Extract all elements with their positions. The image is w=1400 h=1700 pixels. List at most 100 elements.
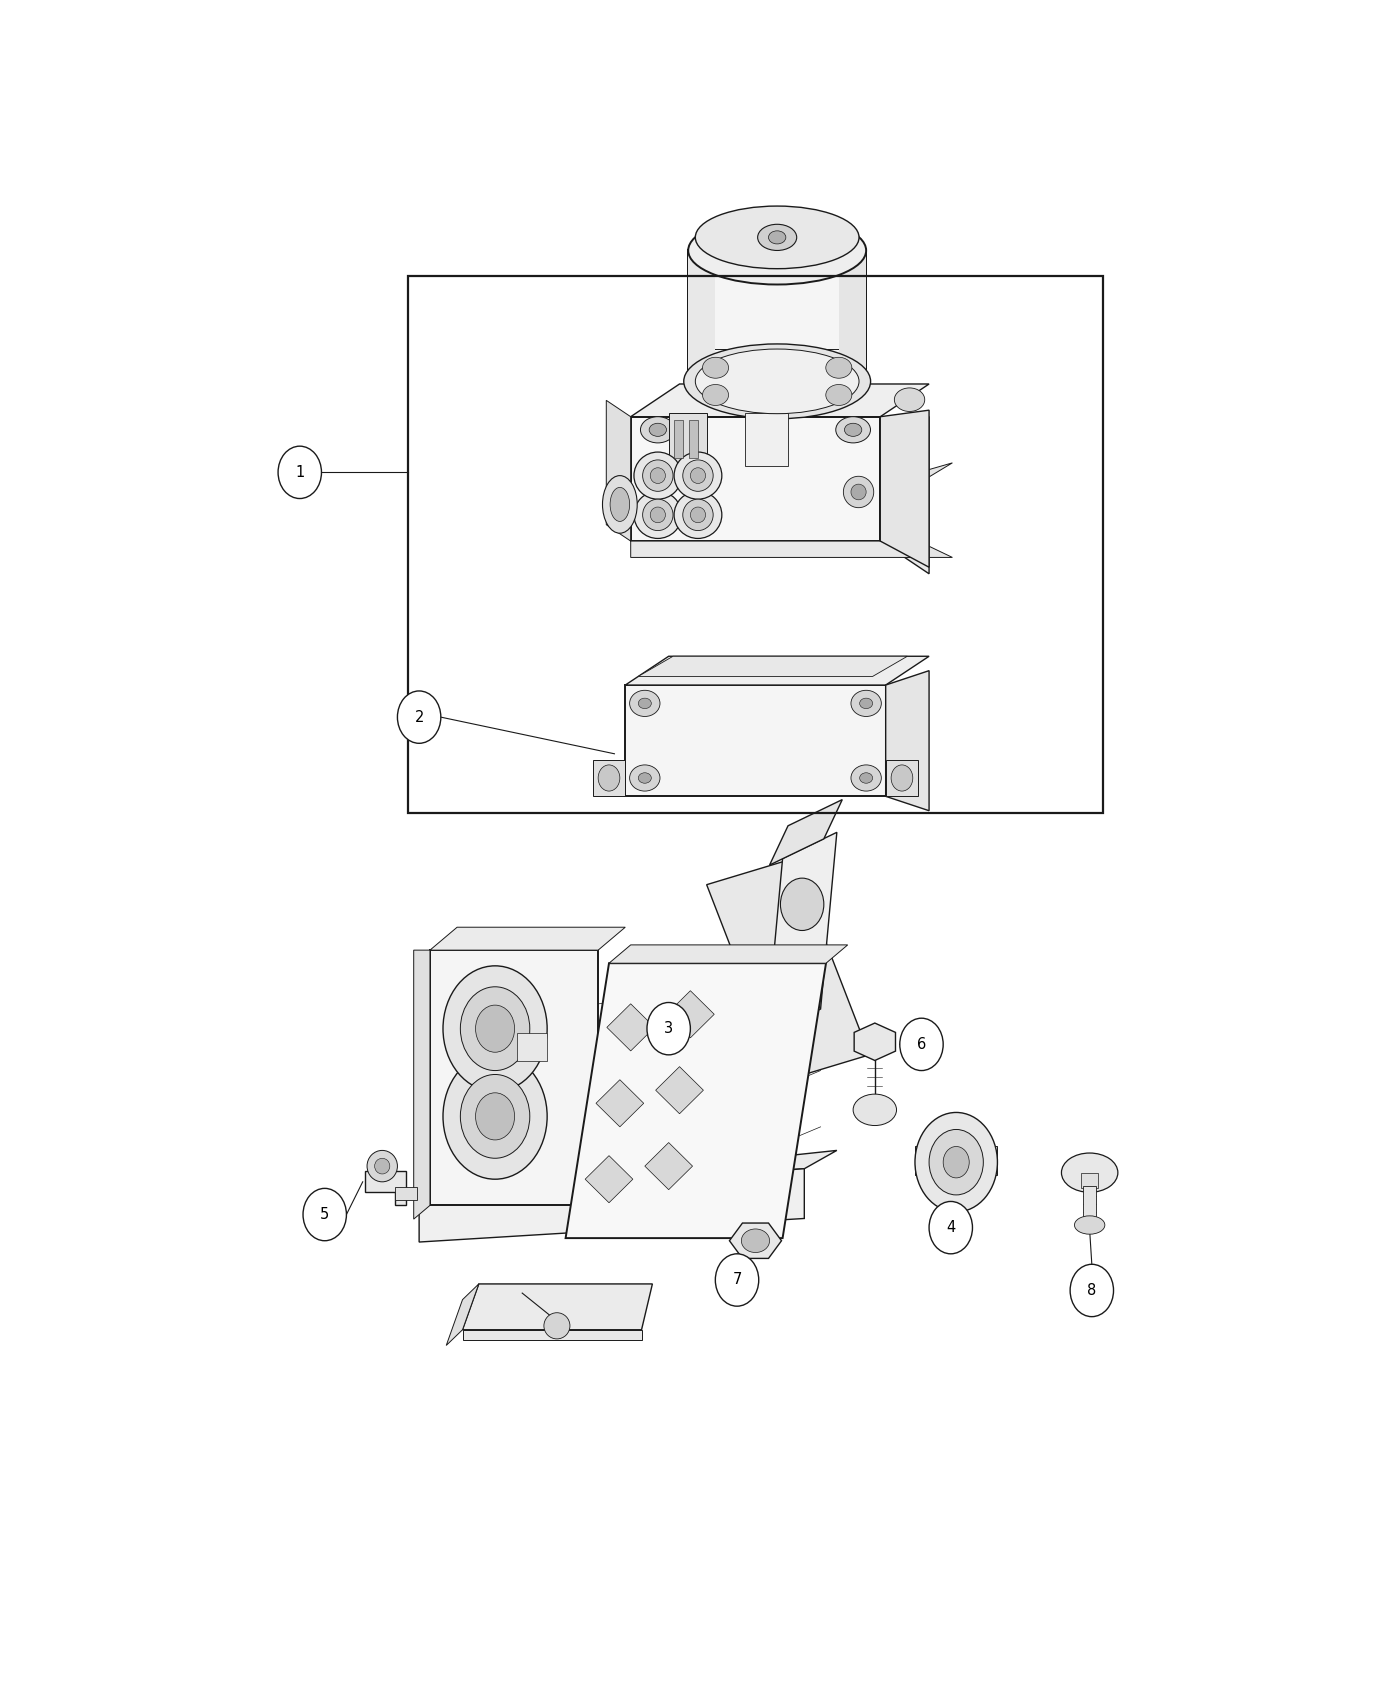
Polygon shape [626, 685, 886, 796]
Polygon shape [630, 541, 930, 558]
Circle shape [1070, 1265, 1113, 1318]
Ellipse shape [757, 224, 797, 250]
Ellipse shape [742, 1229, 770, 1253]
Polygon shape [419, 1151, 837, 1195]
Ellipse shape [643, 500, 673, 530]
Ellipse shape [843, 476, 874, 508]
Ellipse shape [780, 879, 823, 930]
Ellipse shape [690, 468, 706, 483]
Ellipse shape [930, 1129, 983, 1195]
Ellipse shape [602, 476, 637, 534]
Polygon shape [669, 413, 707, 466]
Polygon shape [689, 420, 699, 457]
Polygon shape [596, 1080, 644, 1127]
Polygon shape [675, 420, 683, 457]
Ellipse shape [703, 384, 728, 406]
Text: 6: 6 [917, 1037, 927, 1052]
Ellipse shape [683, 343, 871, 418]
Ellipse shape [844, 423, 862, 437]
Text: 5: 5 [321, 1207, 329, 1222]
Polygon shape [854, 1023, 896, 1061]
Ellipse shape [650, 507, 665, 522]
Polygon shape [630, 384, 930, 416]
Polygon shape [413, 950, 430, 1219]
Polygon shape [517, 1032, 547, 1061]
Ellipse shape [442, 966, 547, 1091]
Ellipse shape [610, 488, 630, 522]
Polygon shape [655, 1066, 703, 1114]
Circle shape [647, 1003, 690, 1054]
Polygon shape [886, 672, 930, 811]
Polygon shape [886, 760, 918, 796]
Text: 7: 7 [732, 1273, 742, 1287]
Ellipse shape [375, 1158, 389, 1175]
Ellipse shape [638, 699, 651, 709]
Ellipse shape [461, 1074, 529, 1158]
Circle shape [715, 1255, 759, 1306]
Polygon shape [630, 416, 881, 541]
Polygon shape [606, 401, 630, 541]
Ellipse shape [634, 452, 682, 500]
Polygon shape [462, 1329, 641, 1340]
Ellipse shape [851, 484, 867, 500]
Polygon shape [840, 250, 867, 381]
Ellipse shape [683, 500, 713, 530]
Text: 3: 3 [664, 1022, 673, 1037]
Ellipse shape [367, 1151, 398, 1182]
Ellipse shape [696, 206, 860, 269]
Ellipse shape [851, 690, 882, 716]
Ellipse shape [675, 452, 722, 500]
Ellipse shape [853, 1095, 896, 1125]
Polygon shape [689, 250, 867, 381]
Ellipse shape [598, 765, 620, 790]
Ellipse shape [690, 507, 706, 522]
Polygon shape [875, 462, 952, 558]
Ellipse shape [892, 765, 913, 790]
Ellipse shape [944, 1146, 969, 1178]
Ellipse shape [650, 468, 665, 483]
Text: 1: 1 [295, 464, 304, 479]
Ellipse shape [442, 1054, 547, 1180]
Polygon shape [707, 858, 869, 1081]
Polygon shape [395, 1187, 417, 1200]
Polygon shape [447, 1284, 479, 1345]
Ellipse shape [836, 416, 871, 444]
Polygon shape [770, 799, 843, 865]
Circle shape [279, 445, 322, 498]
Ellipse shape [895, 388, 925, 411]
Ellipse shape [689, 216, 867, 284]
Ellipse shape [543, 1312, 570, 1340]
Ellipse shape [826, 384, 851, 406]
Ellipse shape [638, 774, 651, 784]
Ellipse shape [1061, 1153, 1117, 1192]
Polygon shape [419, 1168, 804, 1243]
Circle shape [930, 1202, 973, 1255]
Polygon shape [689, 250, 715, 381]
Polygon shape [638, 656, 907, 677]
Ellipse shape [461, 986, 529, 1071]
Ellipse shape [476, 1093, 515, 1141]
Ellipse shape [643, 461, 673, 491]
Polygon shape [365, 1171, 406, 1205]
Polygon shape [430, 927, 626, 950]
Ellipse shape [916, 1112, 997, 1212]
Ellipse shape [675, 491, 722, 539]
Ellipse shape [769, 231, 785, 243]
Polygon shape [1084, 1187, 1096, 1221]
Ellipse shape [851, 765, 882, 790]
Bar [409, 275, 1103, 813]
Polygon shape [609, 945, 848, 964]
Bar [409, 275, 1103, 813]
Ellipse shape [703, 357, 728, 377]
Polygon shape [916, 1146, 997, 1175]
Ellipse shape [650, 423, 666, 437]
Polygon shape [462, 1284, 652, 1329]
Ellipse shape [860, 774, 872, 784]
Text: 8: 8 [1088, 1284, 1096, 1299]
Polygon shape [430, 950, 598, 1205]
Polygon shape [881, 416, 930, 575]
Text: 2: 2 [414, 709, 424, 724]
Circle shape [398, 690, 441, 743]
Polygon shape [592, 760, 626, 796]
Polygon shape [666, 991, 714, 1037]
